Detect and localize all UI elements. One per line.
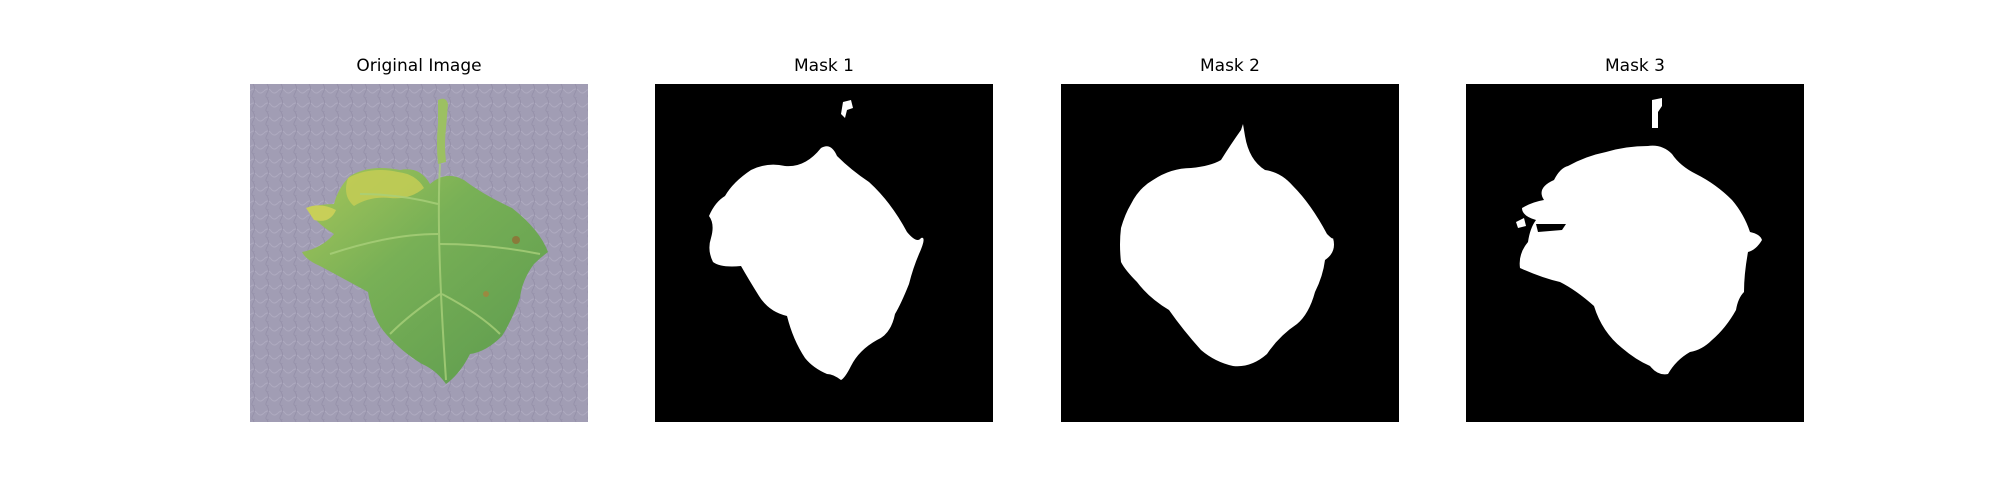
mask-1-region bbox=[709, 146, 924, 380]
leaf-spot bbox=[483, 291, 489, 297]
mask-3-region bbox=[1519, 145, 1762, 375]
mask-1-stem-blob bbox=[841, 100, 853, 118]
mask-3-stem bbox=[1652, 98, 1662, 128]
mask-2-title: Mask 2 bbox=[1199, 56, 1260, 76]
leaf-stem bbox=[437, 98, 448, 164]
mask-3-image bbox=[1466, 84, 1804, 422]
mask-2-image bbox=[1061, 84, 1399, 422]
leaf-blade bbox=[302, 168, 548, 384]
mask-3-svg bbox=[1466, 84, 1804, 422]
mask-3-title: Mask 3 bbox=[1604, 56, 1665, 76]
mask-1-svg bbox=[655, 84, 993, 422]
original-image-title: Original Image bbox=[356, 56, 482, 76]
leaf-spot bbox=[512, 236, 520, 244]
mask-2-region bbox=[1120, 124, 1334, 367]
original-image bbox=[250, 84, 588, 422]
mask-1-title: Mask 1 bbox=[793, 56, 854, 76]
mask-1-image bbox=[655, 84, 993, 422]
mask-2-svg bbox=[1061, 84, 1399, 422]
mask-3-speck bbox=[1516, 218, 1526, 228]
leaf-left-tip bbox=[306, 205, 336, 221]
leaf-veins bbox=[329, 163, 541, 381]
leaf-photo bbox=[250, 84, 588, 422]
mask-3-notch bbox=[1536, 224, 1566, 232]
